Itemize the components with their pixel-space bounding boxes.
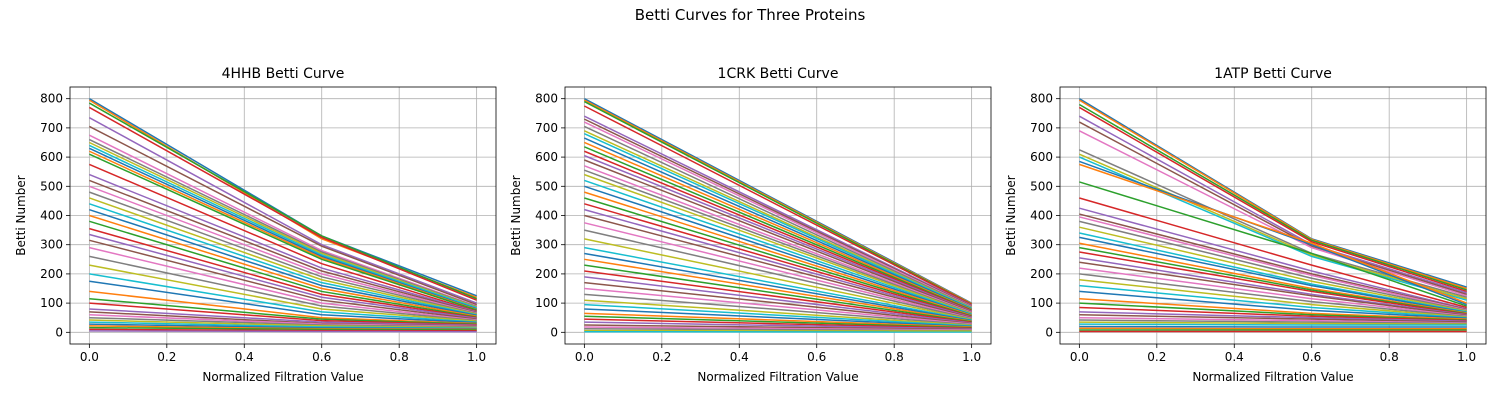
y-tick-label: 200	[535, 267, 558, 281]
y-tick-label: 300	[535, 238, 558, 252]
chart-panel-1: 0.0 0.2 0.4 0.6 0.8 1.0 0 100 200 300 400 500 600 700…	[14, 66, 496, 384]
y-tick-label: 300	[40, 238, 63, 252]
y-tick-label: 800	[535, 92, 558, 106]
x-tick-label: 0.2	[157, 350, 176, 364]
x-tick-label: 1.0	[467, 350, 486, 364]
series-line-8	[584, 126, 971, 307]
chart-title: 4HHB Betti Curve	[222, 66, 345, 82]
y-tick-label: 0	[55, 325, 63, 339]
y-tick-label: 0	[550, 325, 558, 339]
y-tick-label: 200	[40, 267, 63, 281]
y-tick-label: 700	[40, 121, 63, 135]
y-tick-label: 600	[1030, 150, 1053, 164]
y-axis-label: Betti Number	[1004, 175, 1018, 255]
chart-panel-3: 0.0 0.2 0.4 0.6 0.8 1.0 0 100 200 300 400 500 600 700…	[1004, 66, 1486, 384]
x-axis-label: Normalized Filtration Value	[202, 370, 363, 384]
x-tick-label: 0.0	[575, 350, 594, 364]
y-tick-label: 400	[1030, 209, 1053, 223]
x-tick-label: 0.6	[807, 350, 826, 364]
y-tick-label: 600	[535, 150, 558, 164]
y-tick-label: 300	[1030, 238, 1053, 252]
y-tick-label: 0	[1045, 325, 1053, 339]
series-group	[1079, 99, 1466, 332]
chart-title: 1ATP Betti Curve	[1214, 66, 1332, 82]
y-tick-label: 700	[1030, 121, 1053, 135]
figure-suptitle: Betti Curves for Three Proteins	[635, 6, 866, 24]
x-tick-label: 0.8	[1380, 350, 1399, 364]
x-tick-label: 0.6	[1302, 350, 1321, 364]
series-line-13	[584, 147, 971, 310]
x-tick-label: 0.4	[235, 350, 254, 364]
series-line-40	[1079, 324, 1466, 325]
x-tick-label: 0.0	[1070, 350, 1089, 364]
y-tick-label: 400	[535, 209, 558, 223]
x-tick-label: 1.0	[962, 350, 981, 364]
chart-panel-2: 0.0 0.2 0.4 0.6 0.8 1.0 0 100 200 300 400 500 600 700…	[509, 66, 991, 384]
y-tick-label: 400	[40, 209, 63, 223]
chart-title: 1CRK Betti Curve	[718, 66, 839, 82]
y-tick-label: 800	[1030, 92, 1053, 106]
x-tick-label: 0.0	[80, 350, 99, 364]
y-tick-label: 100	[40, 296, 63, 310]
x-axis-label: Normalized Filtration Value	[697, 370, 858, 384]
series-line-42	[1079, 328, 1466, 329]
y-tick-label: 200	[1030, 267, 1053, 281]
y-tick-label: 100	[1030, 296, 1053, 310]
x-axis-label: Normalized Filtration Value	[1192, 370, 1353, 384]
x-tick-label: 0.6	[312, 350, 331, 364]
x-tick-label: 0.8	[390, 350, 409, 364]
y-tick-label: 500	[40, 179, 63, 193]
x-tick-label: 1.0	[1457, 350, 1476, 364]
series-line-13	[1079, 182, 1466, 306]
y-tick-label: 500	[535, 179, 558, 193]
x-tick-label: 0.8	[885, 350, 904, 364]
y-tick-label: 600	[40, 150, 63, 164]
x-tick-label: 0.2	[652, 350, 671, 364]
y-axis-label: Betti Number	[509, 175, 523, 255]
series-line-15	[584, 156, 971, 312]
x-tick-label: 0.4	[730, 350, 749, 364]
y-tick-label: 500	[1030, 179, 1053, 193]
y-tick-label: 800	[40, 92, 63, 106]
series-line-45	[89, 331, 476, 332]
y-tick-label: 100	[535, 296, 558, 310]
series-line-18	[584, 170, 971, 313]
y-tick-label: 700	[535, 121, 558, 135]
y-axis-label: Betti Number	[14, 175, 28, 255]
x-tick-label: 0.4	[1225, 350, 1244, 364]
series-line-41	[1079, 326, 1466, 327]
x-tick-label: 0.2	[1147, 350, 1166, 364]
